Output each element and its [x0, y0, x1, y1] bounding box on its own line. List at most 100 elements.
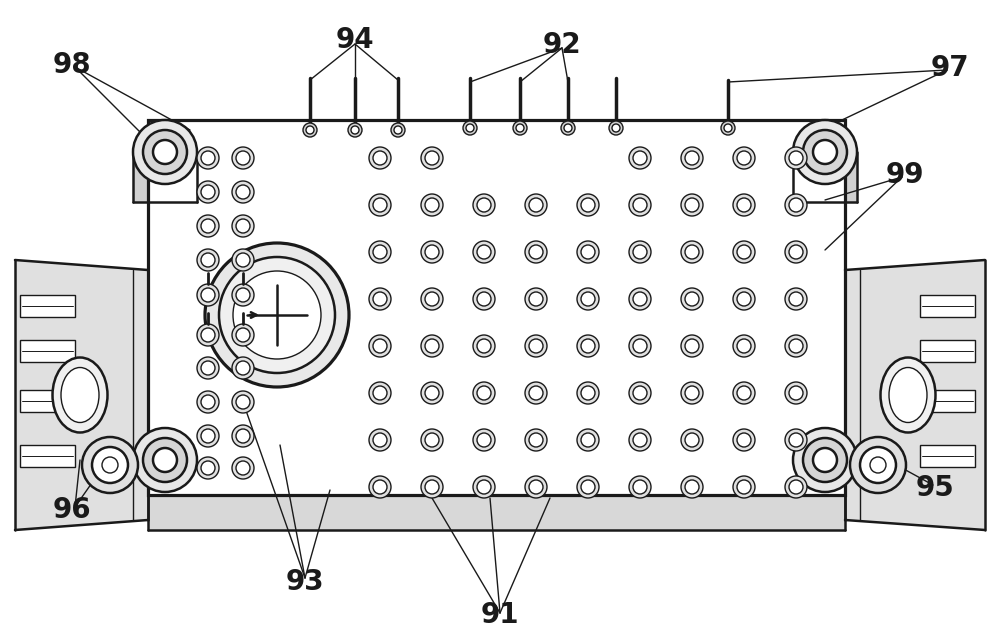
- Polygon shape: [845, 260, 985, 530]
- Circle shape: [525, 335, 547, 357]
- Circle shape: [681, 194, 703, 216]
- Circle shape: [133, 428, 197, 492]
- Circle shape: [232, 284, 254, 306]
- Polygon shape: [920, 340, 975, 362]
- Circle shape: [737, 245, 751, 259]
- Circle shape: [421, 241, 443, 263]
- Circle shape: [425, 292, 439, 306]
- Circle shape: [466, 124, 474, 132]
- Circle shape: [219, 257, 335, 373]
- Bar: [920, 295, 975, 317]
- Circle shape: [197, 457, 219, 479]
- Circle shape: [473, 476, 495, 498]
- Circle shape: [633, 151, 647, 165]
- Circle shape: [201, 328, 215, 342]
- Circle shape: [789, 292, 803, 306]
- Polygon shape: [133, 152, 197, 202]
- Circle shape: [425, 245, 439, 259]
- Circle shape: [577, 476, 599, 498]
- Circle shape: [789, 480, 803, 494]
- Circle shape: [793, 428, 857, 492]
- Circle shape: [724, 124, 732, 132]
- Text: 92: 92: [543, 31, 581, 59]
- Circle shape: [733, 382, 755, 404]
- Circle shape: [733, 241, 755, 263]
- Circle shape: [681, 429, 703, 451]
- Circle shape: [425, 480, 439, 494]
- Circle shape: [737, 292, 751, 306]
- Circle shape: [612, 124, 620, 132]
- Circle shape: [197, 391, 219, 413]
- Polygon shape: [20, 295, 75, 317]
- Circle shape: [373, 480, 387, 494]
- Circle shape: [685, 433, 699, 447]
- Polygon shape: [20, 340, 75, 362]
- Circle shape: [577, 382, 599, 404]
- Circle shape: [369, 429, 391, 451]
- Circle shape: [685, 151, 699, 165]
- Circle shape: [789, 245, 803, 259]
- Circle shape: [577, 241, 599, 263]
- Circle shape: [581, 245, 595, 259]
- Circle shape: [197, 215, 219, 237]
- Circle shape: [477, 433, 491, 447]
- Circle shape: [737, 386, 751, 400]
- Circle shape: [394, 126, 402, 134]
- Circle shape: [785, 194, 807, 216]
- Circle shape: [681, 147, 703, 169]
- Circle shape: [529, 386, 543, 400]
- Circle shape: [421, 335, 443, 357]
- Circle shape: [201, 361, 215, 375]
- Circle shape: [581, 198, 595, 212]
- Circle shape: [529, 292, 543, 306]
- Circle shape: [201, 151, 215, 165]
- Circle shape: [232, 357, 254, 379]
- Circle shape: [143, 438, 187, 482]
- Bar: [20, 340, 75, 362]
- Circle shape: [421, 194, 443, 216]
- Circle shape: [525, 382, 547, 404]
- Circle shape: [785, 429, 807, 451]
- Circle shape: [860, 447, 896, 483]
- Circle shape: [785, 476, 807, 498]
- Circle shape: [513, 121, 527, 135]
- Circle shape: [785, 335, 807, 357]
- Circle shape: [633, 480, 647, 494]
- Circle shape: [681, 241, 703, 263]
- Circle shape: [685, 198, 699, 212]
- Circle shape: [629, 194, 651, 216]
- Circle shape: [351, 126, 359, 134]
- Circle shape: [197, 249, 219, 271]
- Circle shape: [525, 194, 547, 216]
- Circle shape: [201, 185, 215, 199]
- Circle shape: [477, 245, 491, 259]
- Circle shape: [82, 437, 138, 493]
- Circle shape: [369, 476, 391, 498]
- Bar: [920, 445, 975, 467]
- Circle shape: [633, 245, 647, 259]
- Circle shape: [733, 335, 755, 357]
- Circle shape: [201, 219, 215, 233]
- Circle shape: [629, 476, 651, 498]
- Circle shape: [516, 124, 524, 132]
- Bar: [20, 445, 75, 467]
- Circle shape: [685, 339, 699, 353]
- Circle shape: [789, 151, 803, 165]
- Circle shape: [92, 447, 128, 483]
- Circle shape: [425, 339, 439, 353]
- Circle shape: [737, 339, 751, 353]
- Circle shape: [721, 121, 735, 135]
- Circle shape: [425, 433, 439, 447]
- Circle shape: [369, 335, 391, 357]
- Circle shape: [473, 241, 495, 263]
- Text: 91: 91: [481, 601, 519, 629]
- Circle shape: [785, 241, 807, 263]
- Circle shape: [232, 457, 254, 479]
- Circle shape: [205, 243, 349, 387]
- Polygon shape: [793, 152, 857, 202]
- Circle shape: [303, 123, 317, 137]
- Circle shape: [369, 241, 391, 263]
- Bar: [20, 390, 75, 412]
- Circle shape: [197, 181, 219, 203]
- Text: 96: 96: [53, 496, 91, 524]
